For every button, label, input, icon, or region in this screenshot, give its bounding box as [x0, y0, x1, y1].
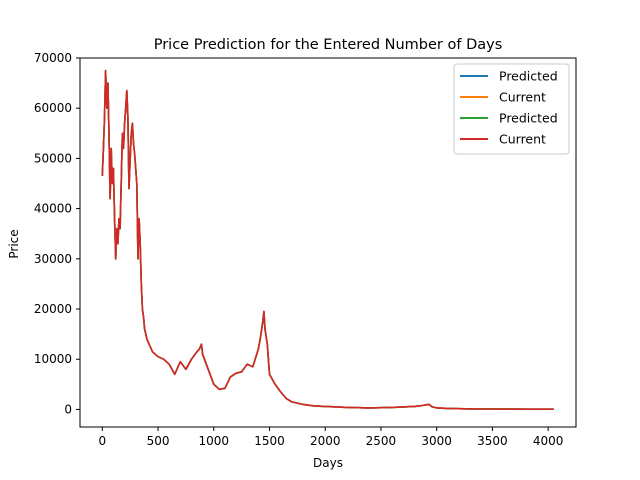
x-tick-label: 2000 [310, 434, 341, 448]
x-tick-label: 3500 [477, 434, 508, 448]
plot-area: 0 500 1000 1500 2000 2500 3000 3500 400001000020… [34, 51, 577, 448]
legend-box [453, 63, 570, 155]
x-axis-label: Days [313, 456, 343, 470]
legend-label: Current [499, 132, 546, 147]
x-tick-label: 0 [98, 434, 106, 448]
axes-frame [79, 57, 577, 428]
x-tick-label: 4000 [533, 434, 564, 448]
legend: Predicted Current Predicted Current [453, 63, 570, 155]
series-line-4 [101, 69, 554, 410]
legend-label: Predicted [499, 111, 558, 126]
legend-label: Predicted [499, 69, 558, 84]
y-tick-label: 30000 [34, 252, 72, 266]
y-tick-label: 50000 [34, 151, 72, 165]
y-tick-label: 10000 [34, 352, 72, 366]
y-tick-label: 60000 [34, 101, 72, 115]
x-tick-label: 500 [147, 434, 170, 448]
chart-title: Price Prediction for the Entered Number … [154, 37, 503, 53]
legend-label: Current [499, 90, 546, 105]
x-tick-label: 1000 [198, 434, 229, 448]
y-tick-label: 0 [64, 402, 72, 416]
y-tick-label: 20000 [34, 302, 72, 316]
x-tick-label: 3000 [421, 434, 452, 448]
y-tick-label: 70000 [34, 51, 72, 65]
y-tick-label: 40000 [34, 202, 72, 216]
x-tick-label: 1500 [254, 434, 285, 448]
y-axis-label: Price [7, 229, 21, 258]
x-tick-label: 2500 [366, 434, 397, 448]
